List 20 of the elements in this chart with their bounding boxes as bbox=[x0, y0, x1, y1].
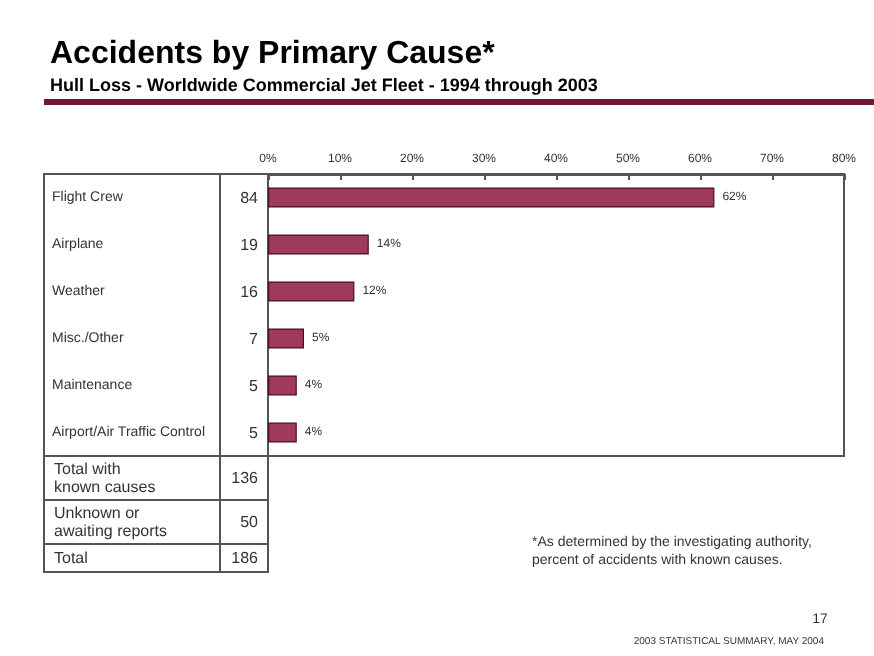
text: 136 bbox=[231, 469, 260, 487]
text: 186 bbox=[231, 549, 260, 567]
text: 5 bbox=[249, 376, 260, 395]
text: 5 bbox=[249, 423, 260, 442]
chart-title: Accidents by Primary Cause* bbox=[50, 37, 497, 71]
bar bbox=[268, 375, 297, 396]
bar bbox=[268, 234, 369, 255]
bar bbox=[268, 422, 297, 443]
bar bbox=[268, 328, 304, 349]
bar bbox=[268, 187, 715, 208]
chart-subtitle: Hull Loss - Worldwide Commercial Jet Fleet - 1994 through 2003 bbox=[50, 75, 598, 95]
text: Total with known causes bbox=[54, 460, 156, 496]
text: 84 bbox=[240, 188, 260, 207]
text: 50 bbox=[240, 513, 260, 531]
text: 7 bbox=[249, 329, 260, 348]
text: Unknown or awaiting reports bbox=[54, 504, 167, 540]
bar bbox=[268, 281, 355, 302]
text: 19 bbox=[240, 235, 260, 254]
text: Total bbox=[54, 549, 89, 567]
text: 16 bbox=[240, 282, 260, 301]
